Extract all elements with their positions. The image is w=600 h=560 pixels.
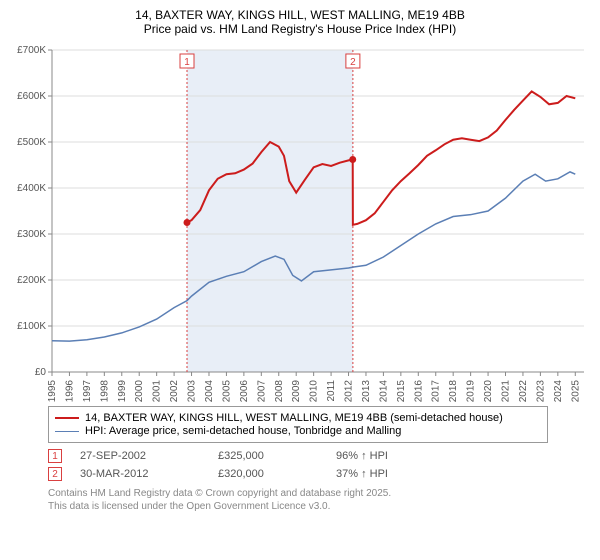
svg-text:2007: 2007 bbox=[256, 380, 267, 402]
sale-pct: 96% ↑ HPI bbox=[336, 450, 456, 462]
svg-text:2022: 2022 bbox=[518, 380, 529, 402]
legend-item: 14, BAXTER WAY, KINGS HILL, WEST MALLING… bbox=[55, 412, 541, 424]
svg-text:2019: 2019 bbox=[466, 380, 477, 402]
sale-price: £325,000 bbox=[218, 450, 318, 462]
svg-text:2008: 2008 bbox=[274, 380, 285, 402]
svg-text:£300K: £300K bbox=[17, 229, 46, 240]
svg-text:£500K: £500K bbox=[17, 137, 46, 148]
svg-text:2024: 2024 bbox=[553, 380, 564, 402]
svg-text:£700K: £700K bbox=[17, 45, 46, 56]
sale-pct: 37% ↑ HPI bbox=[336, 468, 456, 480]
svg-text:£200K: £200K bbox=[17, 275, 46, 286]
svg-text:1999: 1999 bbox=[117, 380, 128, 402]
svg-text:2000: 2000 bbox=[134, 380, 145, 402]
svg-text:1998: 1998 bbox=[99, 380, 110, 402]
sale-date: 27-SEP-2002 bbox=[80, 450, 200, 462]
title-line2: Price paid vs. HM Land Registry's House … bbox=[8, 22, 592, 36]
svg-text:1995: 1995 bbox=[47, 380, 58, 402]
svg-text:2006: 2006 bbox=[239, 380, 250, 402]
chart-area: £0 £100K £200K £300K £400K £500K £600K £700K 199… bbox=[8, 42, 592, 402]
svg-text:1: 1 bbox=[184, 57, 190, 68]
line-chart: £0 £100K £200K £300K £400K £500K £600K £700K 199… bbox=[8, 42, 592, 402]
chart-title: 14, BAXTER WAY, KINGS HILL, WEST MALLING… bbox=[8, 8, 592, 36]
footer-line2: This data is licensed under the Open Gov… bbox=[48, 500, 592, 513]
sale-marker-box: 1 bbox=[48, 449, 62, 463]
svg-text:2002: 2002 bbox=[169, 380, 180, 402]
svg-text:2005: 2005 bbox=[221, 380, 232, 402]
svg-text:2004: 2004 bbox=[204, 380, 215, 402]
svg-text:2021: 2021 bbox=[501, 380, 512, 402]
svg-text:2017: 2017 bbox=[431, 380, 442, 402]
svg-text:2015: 2015 bbox=[396, 380, 407, 402]
legend-swatch bbox=[55, 417, 79, 419]
legend-item: HPI: Average price, semi-detached house,… bbox=[55, 425, 541, 437]
svg-text:2020: 2020 bbox=[483, 380, 494, 402]
sales-table: 1 27-SEP-2002 £325,000 96% ↑ HPI 2 30-MAR-201… bbox=[48, 449, 548, 481]
svg-text:2009: 2009 bbox=[291, 380, 302, 402]
svg-text:£100K: £100K bbox=[17, 321, 46, 332]
legend-label: 14, BAXTER WAY, KINGS HILL, WEST MALLING… bbox=[85, 412, 503, 424]
svg-text:1996: 1996 bbox=[64, 380, 75, 402]
svg-text:1997: 1997 bbox=[82, 380, 93, 402]
svg-text:2003: 2003 bbox=[187, 380, 198, 402]
svg-text:2013: 2013 bbox=[361, 380, 372, 402]
svg-text:2001: 2001 bbox=[152, 380, 163, 402]
legend: 14, BAXTER WAY, KINGS HILL, WEST MALLING… bbox=[48, 406, 548, 443]
svg-text:£600K: £600K bbox=[17, 91, 46, 102]
svg-text:2010: 2010 bbox=[309, 380, 320, 402]
svg-text:2025: 2025 bbox=[570, 380, 581, 402]
sale-date: 30-MAR-2012 bbox=[80, 468, 200, 480]
svg-text:2011: 2011 bbox=[326, 380, 337, 402]
sale-row: 1 27-SEP-2002 £325,000 96% ↑ HPI bbox=[48, 449, 548, 463]
svg-text:2023: 2023 bbox=[535, 380, 546, 402]
sale-marker-box: 2 bbox=[48, 467, 62, 481]
footer-attribution: Contains HM Land Registry data © Crown c… bbox=[48, 487, 592, 513]
title-line1: 14, BAXTER WAY, KINGS HILL, WEST MALLING… bbox=[8, 8, 592, 22]
legend-swatch bbox=[55, 431, 79, 432]
svg-text:£400K: £400K bbox=[17, 183, 46, 194]
svg-text:2014: 2014 bbox=[378, 380, 389, 402]
svg-text:2016: 2016 bbox=[413, 380, 424, 402]
svg-text:£0: £0 bbox=[35, 367, 47, 378]
legend-label: HPI: Average price, semi-detached house,… bbox=[85, 425, 401, 437]
svg-text:2: 2 bbox=[350, 57, 356, 68]
sale-price: £320,000 bbox=[218, 468, 318, 480]
svg-text:2018: 2018 bbox=[448, 380, 459, 402]
sale-row: 2 30-MAR-2012 £320,000 37% ↑ HPI bbox=[48, 467, 548, 481]
svg-text:2012: 2012 bbox=[344, 380, 355, 402]
footer-line1: Contains HM Land Registry data © Crown c… bbox=[48, 487, 592, 500]
